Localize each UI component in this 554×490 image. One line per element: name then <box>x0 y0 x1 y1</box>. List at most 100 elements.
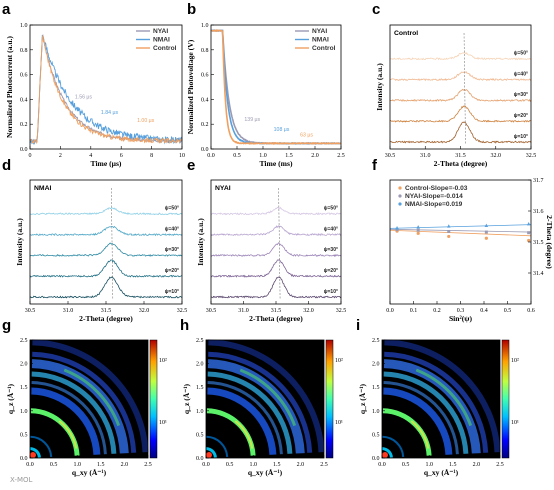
diffraction-ring <box>383 381 459 455</box>
diffraction-ring <box>239 368 297 427</box>
psi-trace <box>210 206 342 216</box>
psi-label: ψ=50° <box>514 51 528 57</box>
x-axis-title: Time (ms) <box>260 159 293 168</box>
psi-trace <box>29 225 183 237</box>
x-tick-label: 0.0 <box>207 153 215 159</box>
lifetime-annotation: 1.00 μs <box>137 118 155 124</box>
diffraction-ring <box>32 351 137 453</box>
fit-line <box>389 228 532 233</box>
x-axis-title: q_xy (Å⁻¹) <box>424 468 459 477</box>
y-tick-label: 1.5 <box>372 385 380 391</box>
y-tick-label: 1.0 <box>201 23 209 29</box>
psi-label: ψ=30° <box>324 247 338 253</box>
y-tick-label: 1.5 <box>196 385 204 391</box>
x-tick-label: 1.0 <box>425 462 433 468</box>
x-tick-label: 31.0 <box>420 153 431 159</box>
psi-trace <box>389 88 532 103</box>
y-tick-label: 0.4 <box>20 97 28 103</box>
psi-label: ψ=20° <box>324 268 338 274</box>
y-axis-title: 2-Theta (degree) <box>545 215 554 269</box>
x-tick-label: 0.5 <box>50 462 58 468</box>
data-point <box>447 229 451 233</box>
fit-line <box>389 224 532 229</box>
psi-trace <box>29 207 183 216</box>
x-tick-label: 1.0 <box>73 462 81 468</box>
x-tick-label: 31.5 <box>455 153 466 159</box>
x-tick-label: 31.5 <box>271 308 282 314</box>
colorbar-tick-label: 10² <box>159 358 167 364</box>
y-tick-label: 0.2 <box>20 122 28 128</box>
x-tick-label: 1.5 <box>273 462 281 468</box>
x-tick-label: 30.5 <box>25 308 36 314</box>
psi-label: ψ=50° <box>165 206 179 212</box>
y-tick-label: 31.6 <box>533 209 544 215</box>
x-tick-label: 31.0 <box>63 308 74 314</box>
x-axis-title: 2-Theta (degree) <box>434 159 488 168</box>
panel-title: NMAI <box>34 185 51 192</box>
legend-label: Control <box>312 45 336 52</box>
y-tick-label: 2.5 <box>20 338 28 344</box>
data-point <box>395 226 399 230</box>
x-tick-label: 2.0 <box>311 153 319 159</box>
x-tick-label: 6 <box>120 153 123 159</box>
chart-c: ψ=50° ψ=40° ψ=30° ψ=20° ψ=10° 30.5 31.0 31.5 32.… <box>375 24 537 168</box>
plot-frame <box>381 339 501 459</box>
x-tick-label: 32.5 <box>177 308 188 314</box>
colorbar-tick-label: 10¹ <box>335 420 343 426</box>
panel-letter-f: f <box>372 157 378 174</box>
diffraction-ring <box>58 420 78 449</box>
chart-h: 0.0 0.5 1.0 1.5 2.0 2.5 0.0 0.5 1.0 1.5 2.0 2.5 q_xy… <box>182 338 343 477</box>
x-tick-label: 2.5 <box>320 462 328 468</box>
diffraction-ring <box>208 351 313 453</box>
x-tick-label: 2.5 <box>496 462 504 468</box>
diffraction-ring <box>206 435 229 458</box>
x-tick-label: 0.5 <box>233 153 241 159</box>
diffraction-ring <box>31 381 107 455</box>
lifetime-annotation: 1.56 μs <box>75 94 93 100</box>
y-tick-label: 0.6 <box>20 73 28 79</box>
x-tick-label: 0.3 <box>457 308 465 314</box>
data-point <box>416 231 420 235</box>
fit-line <box>389 229 532 237</box>
y-tick-label: 2.5 <box>196 338 204 344</box>
y-axis-title: q_z (Å⁻¹) <box>6 383 15 414</box>
beam-center-spot <box>30 452 36 458</box>
legend-label: NMAI <box>153 37 170 44</box>
y-tick-label: 31.7 <box>533 178 544 184</box>
y-tick-label: 1.0 <box>20 409 28 415</box>
x-tick-label: 1.5 <box>285 153 293 159</box>
psi-label: ψ=20° <box>514 113 528 119</box>
colorbar-tick-label: 10² <box>335 358 343 364</box>
colorbar <box>149 339 158 459</box>
y-axis-title: q_z (Å⁻¹) <box>182 383 191 414</box>
psi-label: ψ=10° <box>165 289 179 295</box>
y-axis-title: Intensity (a.u.) <box>15 218 24 266</box>
legend-label: Control <box>153 45 177 52</box>
y-axis-title: Normalized Photovoltage (V) <box>186 39 195 134</box>
plot-frame <box>210 179 342 305</box>
x-axis-title: 2-Theta (degree) <box>249 314 303 323</box>
colorbar-tick-label: 10¹ <box>511 420 519 426</box>
x-tick-label: 1.0 <box>249 462 257 468</box>
psi-trace <box>210 276 342 299</box>
x-tick-label: 32.5 <box>526 153 537 159</box>
beam-center-spot <box>382 452 388 458</box>
x-tick-label: 32.5 <box>336 308 347 314</box>
data-point <box>484 236 488 240</box>
diffraction-ring <box>205 447 217 458</box>
y-tick-label: 1.0 <box>20 23 28 29</box>
diffraction-ring <box>207 387 277 455</box>
y-tick-label: 0.6 <box>201 73 209 79</box>
diffraction-ring <box>63 368 121 427</box>
x-tick-label: 1.5 <box>97 462 105 468</box>
y-tick-label: 0.8 <box>20 48 28 54</box>
data-point <box>395 228 399 232</box>
diffraction-ring <box>31 371 117 454</box>
legend-label: NMAI-Slope=0.019 <box>405 201 463 208</box>
y-tick-label: 1.0 <box>196 409 204 415</box>
x-tick-label: 2.0 <box>297 462 305 468</box>
series-line-control <box>210 29 342 145</box>
x-axis-title: Time (μs) <box>91 159 122 168</box>
legend-label: NYAI <box>153 28 168 35</box>
